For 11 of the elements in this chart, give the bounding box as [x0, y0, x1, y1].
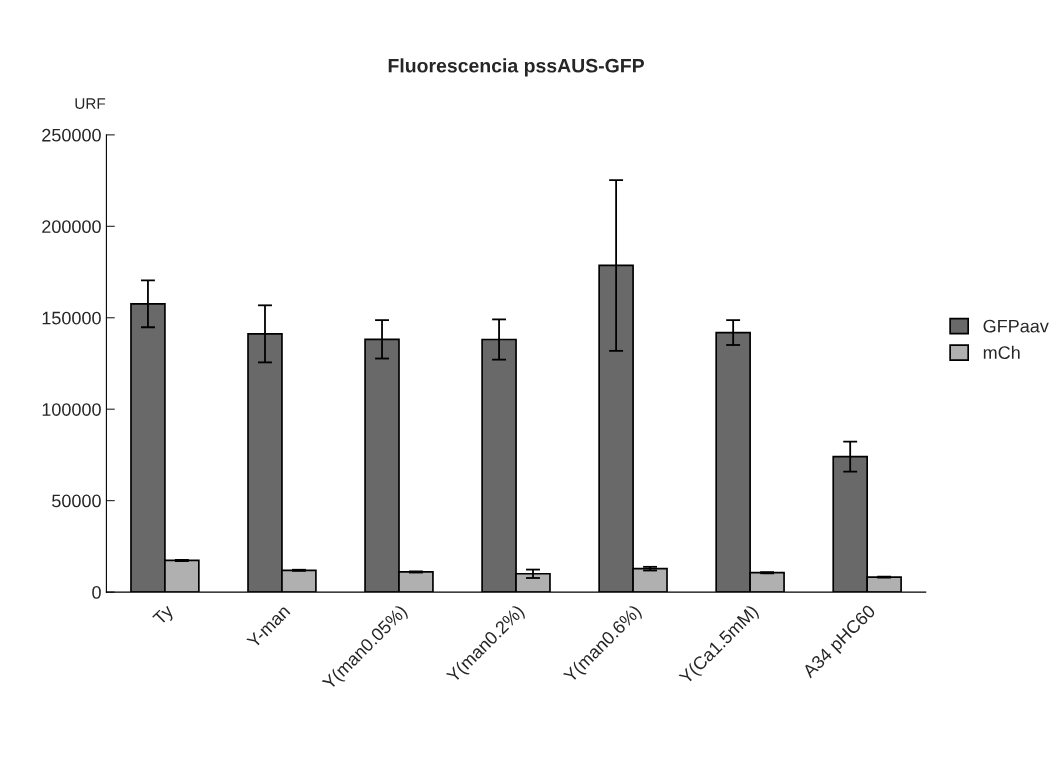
y-tick-label: 50000 — [52, 494, 101, 508]
y-axis-title: URF — [75, 98, 106, 109]
x-tick-label: Ty — [152, 603, 177, 629]
y-tick-label: 0 — [92, 586, 101, 599]
legend-label: mCh — [983, 345, 1020, 360]
legend-label: GFPaav — [983, 319, 1049, 333]
chart-title: Fluorescencia pssAUS-GFP — [388, 58, 644, 77]
y-tick-label: 200000 — [42, 220, 101, 234]
y-tick-label: 100000 — [42, 403, 101, 416]
y-tick-label: 150000 — [42, 311, 101, 325]
y-tick-label: 250000 — [42, 128, 101, 142]
